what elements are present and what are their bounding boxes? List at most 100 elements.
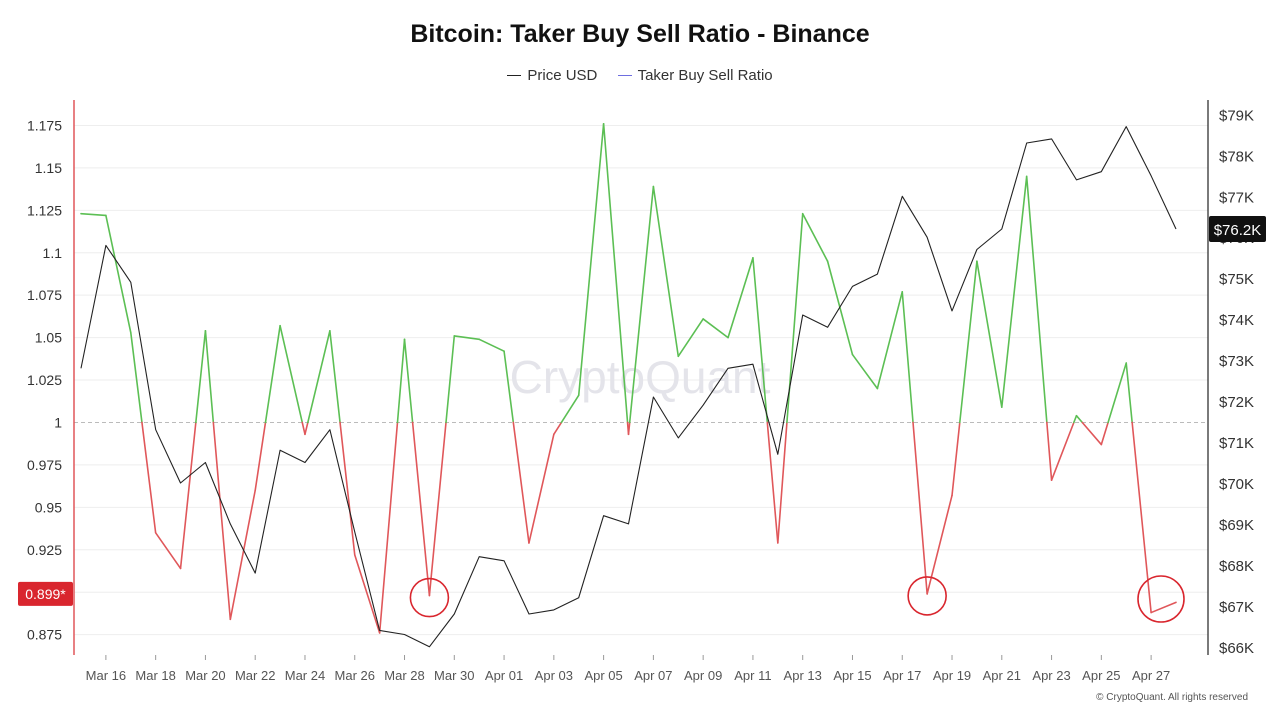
left-axis-tick-label: 1.175 [27, 117, 62, 133]
highlight-circle [907, 576, 947, 616]
ratio-line-segment [453, 335, 480, 341]
current-ratio-label: 0.899* [25, 586, 66, 602]
ratio-line-segment [1073, 414, 1078, 424]
ratio-line-segment [560, 394, 580, 424]
right-axis-tick-label: $70K [1219, 476, 1254, 493]
x-axis-tick-label: Apr 05 [584, 668, 622, 683]
ratio-line-segment [195, 330, 207, 424]
ratio-line-segment [339, 421, 356, 556]
ratio-line-segment [353, 554, 381, 634]
legend-label-price: Price USD [527, 67, 598, 84]
left-axis-tick-label: 0.875 [27, 627, 62, 643]
x-axis-tick-label: Mar 26 [335, 668, 375, 683]
legend-label-ratio: Taker Buy Sell Ratio [637, 67, 773, 84]
legend-swatch-ratio [617, 75, 632, 76]
ratio-line-segment [777, 421, 788, 544]
ratio-line-segment [851, 353, 879, 390]
ratio-line-segment [129, 331, 143, 424]
legend-item-price[interactable]: Price USD [507, 67, 597, 84]
x-axis-tick-label: Mar 20 [185, 668, 225, 683]
right-axis-tick-label: $68K [1219, 558, 1254, 575]
copyright-text: © CryptoQuant. All rights reserved [1096, 692, 1248, 703]
current-ratio-badge [18, 581, 73, 606]
ratio-line-segment [229, 489, 257, 621]
ratio-line-segment [976, 260, 1003, 409]
current-price-badge [1209, 216, 1266, 243]
right-axis-tick-label: $74K [1219, 312, 1254, 329]
x-axis-tick-label: Apr 17 [883, 668, 921, 683]
ratio-line-segment [428, 421, 447, 597]
ratio-line-segment [80, 212, 107, 217]
x-axis-tick-label: Apr 25 [1082, 668, 1120, 683]
x-axis-tick-label: Apr 07 [634, 668, 672, 683]
ratio-line-segment [301, 421, 306, 436]
ratio-line-segment [958, 260, 978, 424]
ratio-line-segment [304, 421, 309, 436]
x-axis-tick-label: Apr 27 [1132, 668, 1170, 683]
right-axis-tick-label: $75K [1219, 271, 1254, 288]
ratio-line-segment [105, 214, 132, 334]
legend-item-ratio[interactable]: Taker Buy Sell Ratio [617, 67, 773, 84]
left-axis-tick-label: 1.1 [43, 245, 63, 261]
x-axis-tick-label: Apr 11 [734, 668, 771, 683]
current-price-label: $76.2K [1214, 222, 1262, 239]
x-axis-tick-label: Mar 22 [235, 668, 275, 683]
ratio-line-segment [478, 338, 505, 352]
left-axis-tick-label: 1.125 [27, 202, 62, 218]
ratio-line-segment [179, 421, 197, 570]
ratio-line-segment [411, 421, 431, 597]
right-axis-tick-label: $78K [1219, 148, 1254, 165]
ratio-line-segment [553, 421, 563, 436]
ratio-line-segment [1050, 421, 1075, 481]
ratio-line-segment [1075, 414, 1084, 424]
left-axis-tick-label: 0.925 [27, 542, 62, 558]
x-axis-tick-label: Apr 19 [933, 668, 971, 683]
ratio-line-segment [652, 185, 680, 358]
label-layer: 0.899* $76.2K [18, 216, 1266, 606]
ratio-line-segment [577, 122, 605, 397]
ratio-line-segment [628, 185, 655, 424]
chart-title: Bitcoin: Taker Buy Sell Ratio - Binance [410, 20, 870, 48]
x-axis-tick-label: Mar 30 [434, 668, 474, 683]
watermark-text: CryptoQuant [510, 351, 771, 403]
right-axis-tick-label: $67K [1219, 599, 1254, 616]
ratio-line-segment [727, 257, 754, 339]
highlight-circle [1137, 575, 1185, 623]
ratio-line-segment [766, 421, 779, 544]
ratio-line-segment [329, 330, 341, 424]
ratio-line-segment [154, 531, 182, 570]
ratio-line-segment [677, 318, 704, 358]
ratio-line-segment [204, 330, 215, 424]
left-axis-tick-label: 1 [54, 414, 62, 430]
x-axis-tick-label: Apr 21 [983, 668, 1021, 683]
x-axis-tick-label: Apr 15 [833, 668, 871, 683]
grid-layer [74, 124, 1208, 636]
left-axis-tick-label: 1.075 [27, 287, 62, 303]
ratio-line-segment [1150, 601, 1177, 614]
x-axis-tick-label: Apr 13 [784, 668, 822, 683]
ratio-line-segment [1025, 175, 1048, 424]
ratio-line-segment [752, 257, 769, 424]
ratio-line-segment [1100, 421, 1109, 446]
x-axis-tick-label: Mar 16 [86, 668, 126, 683]
series-layer [80, 122, 1177, 648]
right-axis-tick-label: $73K [1219, 353, 1254, 370]
ratio-line-segment [307, 330, 331, 424]
ratio-line-segment [602, 122, 629, 424]
ratio-line-segment [1046, 421, 1053, 481]
x-axis-tick-label: Apr 23 [1032, 668, 1070, 683]
left-axis-tick-label: 0.95 [35, 499, 62, 515]
left-axis-tick-label: 1.05 [35, 330, 62, 346]
ratio-line-segment [512, 421, 530, 544]
ratio-line-segment [503, 350, 515, 424]
ratio-line-segment [279, 324, 304, 424]
x-axis-tick-label: Apr 03 [535, 668, 573, 683]
ratio-line-segment [1125, 362, 1133, 424]
x-axis-tick-label: Apr 01 [485, 668, 523, 683]
left-axis-tick-label: 1.025 [27, 372, 62, 388]
highlight-circle [409, 577, 450, 618]
ratio-line-segment [901, 290, 914, 424]
ratio-line-segment [1107, 362, 1128, 424]
legend-swatch-price [507, 75, 522, 76]
